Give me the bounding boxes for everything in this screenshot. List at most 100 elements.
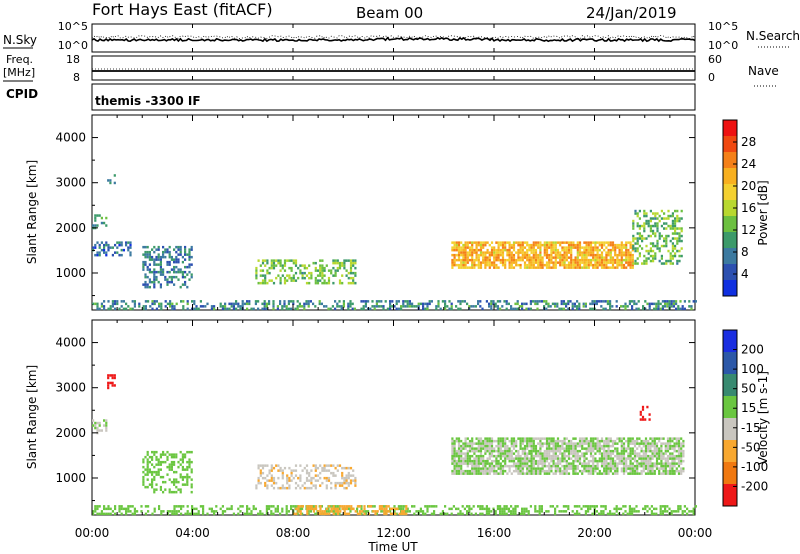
data-cell [539,452,542,455]
data-cell [148,253,151,256]
data-cell [583,457,586,460]
data-cell [545,263,549,267]
data-cell [464,452,467,455]
data-cell [504,248,507,252]
data-cell [618,246,621,249]
data-cell [556,454,560,458]
data-cell [504,457,507,460]
data-cell [629,243,632,247]
data-cell [477,439,480,443]
data-cell [580,507,583,511]
data-cell [497,248,500,252]
data-cell [534,266,538,269]
data-cell [536,300,539,303]
data-cell [349,259,353,262]
data-cell [550,469,553,473]
data-cell [561,464,564,468]
data-cell [615,510,618,513]
data-cell [517,464,520,468]
data-cell [127,241,130,244]
data-cell [517,449,520,453]
data-cell [600,457,604,460]
data-cell [266,474,269,477]
data-cell [457,444,461,448]
data-cell [616,452,619,455]
data-cell [581,256,584,259]
data-cell [515,263,518,267]
data-cell [655,462,659,465]
velocity-colorbar-label-text: Velocity [m s-1] [756,371,770,465]
data-cell [146,485,149,489]
data-cell [279,281,282,285]
data-cell [545,510,548,513]
data-cell [596,472,599,475]
data-cell [662,469,665,473]
data-cell [186,483,189,486]
data-cell [526,258,529,262]
data-cell [611,459,615,463]
data-cell [611,439,615,443]
data-cell [570,442,573,445]
data-cell [266,486,269,490]
data-cell [598,261,601,264]
velocity-colorbar-swatch [723,352,737,375]
data-cell [594,241,597,244]
data-cell [616,256,619,259]
data-cell [506,437,509,440]
data-cell [343,507,346,511]
data-cell [254,302,257,306]
data-cell [279,300,282,303]
data-cell [578,266,582,269]
data-cell [585,457,588,460]
data-cell [479,462,483,465]
data-cell [265,510,268,513]
data-cell [666,462,670,465]
data-cell [649,219,652,223]
data-cell [184,283,187,286]
data-cell [512,437,516,440]
data-cell [486,457,489,460]
data-cell [272,481,276,485]
data-cell [552,447,555,450]
data-cell [532,459,535,463]
data-cell [537,243,540,247]
data-cell [519,462,522,465]
data-cell [96,253,99,257]
data-cell [532,253,535,257]
data-cell [603,462,606,465]
data-cell [146,465,149,469]
data-cell [603,261,606,264]
data-cell [658,454,661,458]
data-cell [680,457,683,460]
data-cell [671,212,674,215]
data-cell [334,486,337,490]
data-cell [563,464,566,468]
data-cell [186,468,189,471]
data-cell [279,276,282,280]
data-cell [650,510,653,513]
data-cell [561,454,564,458]
data-cell [397,505,400,508]
data-cell [677,459,681,463]
data-cell [609,467,612,470]
data-cell [543,457,546,460]
data-cell [321,281,324,285]
data-cell [98,424,101,427]
data-cell [155,455,158,459]
data-cell [660,449,663,453]
data-cell [552,256,555,259]
data-cell [636,214,639,218]
data-cell [507,302,510,306]
data-cell [392,507,395,511]
data-cell [550,439,553,443]
data-cell [337,510,340,513]
data-cell [457,507,460,511]
data-cell [133,510,136,513]
data-cell [634,247,637,250]
data-cell [615,507,618,511]
data-cell [584,510,587,513]
data-cell [486,447,489,450]
data-cell [270,264,273,267]
data-cell [545,300,548,303]
data-cell [151,450,154,454]
